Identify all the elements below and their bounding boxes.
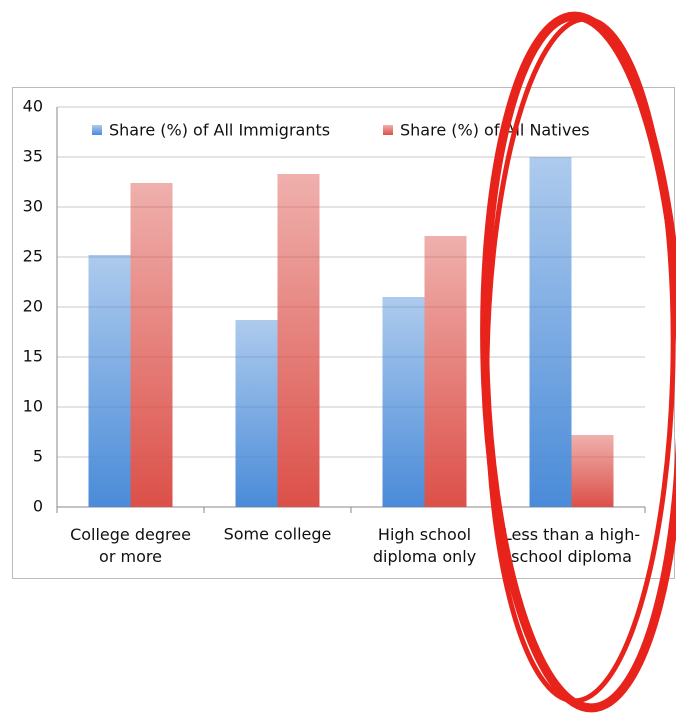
plot: 0 5 10 15 20 25 30 35 40 College degree or more Som…: [23, 97, 646, 566]
y-tick-label: 35: [23, 147, 43, 166]
x-tick-label: College degree or more: [70, 525, 191, 566]
x-tick-label: High school diploma only: [373, 525, 476, 566]
legend-label: Share (%) of All Natives: [400, 121, 590, 140]
y-tick-label: 0: [33, 497, 43, 516]
y-tick-label: 20: [23, 297, 43, 316]
red-ellipse: [484, 16, 676, 704]
x-tick-label: Some college: [224, 525, 332, 544]
legend-label: Share (%) of All Immigrants: [109, 121, 330, 140]
bar: [130, 183, 173, 507]
x-tick-label: Less than a high-school diploma: [503, 525, 640, 566]
y-tick-label: 30: [23, 197, 43, 216]
legend-swatch: [383, 125, 393, 135]
bar: [277, 174, 320, 507]
bar: [424, 236, 467, 507]
y-tick-label: 40: [23, 97, 43, 116]
y-tick-label: 10: [23, 397, 43, 416]
annotation-circle: [480, 11, 676, 713]
y-tick-label: 15: [23, 347, 43, 366]
y-tick-label: 25: [23, 247, 43, 266]
bar: [529, 157, 572, 507]
bar: [382, 297, 425, 507]
bar: [571, 435, 614, 507]
y-tick-label: 5: [33, 447, 43, 466]
legend-swatch: [92, 125, 102, 135]
bar: [88, 255, 131, 507]
bar: [235, 320, 278, 507]
